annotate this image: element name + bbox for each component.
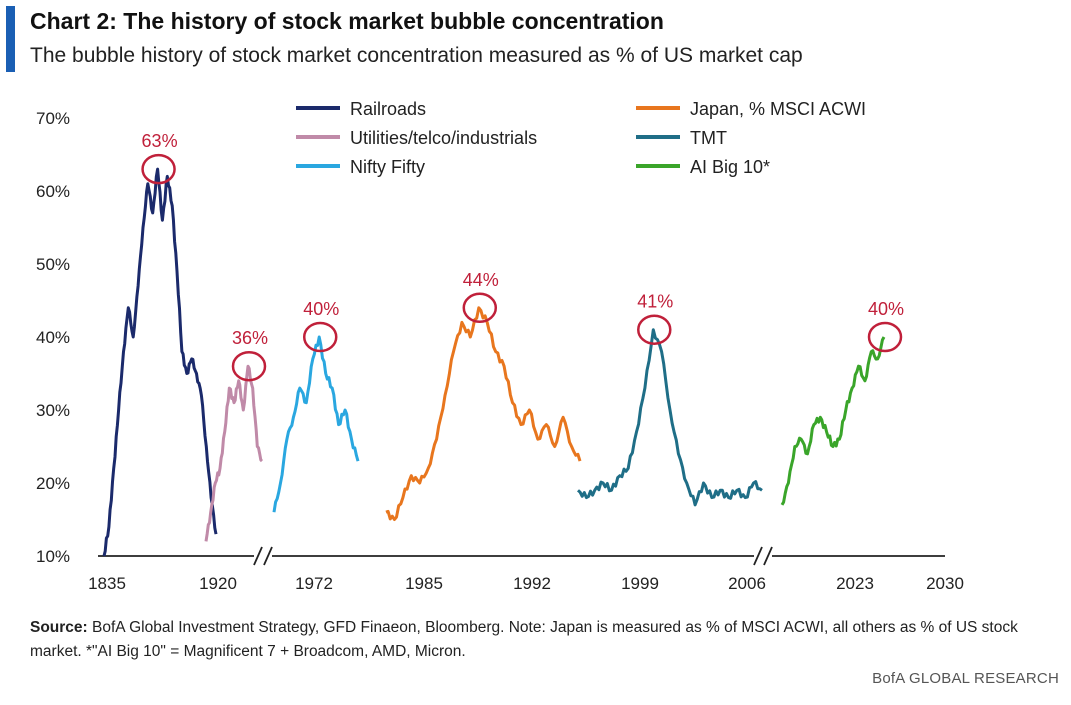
y-tick-label: 50% bbox=[36, 255, 70, 274]
x-axis-break-mark bbox=[753, 546, 763, 566]
y-tick-label: 30% bbox=[36, 401, 70, 420]
chart-subtitle: The bubble history of stock market conce… bbox=[30, 44, 803, 67]
series-line-4 bbox=[385, 306, 582, 521]
series-line-6 bbox=[780, 336, 886, 506]
peak-circle bbox=[867, 321, 903, 353]
source-note: Source: BofA Global Investment Strategy,… bbox=[30, 616, 1050, 664]
x-tick-label: 1992 bbox=[513, 574, 551, 593]
source-text: BofA Global Investment Strategy, GFD Fin… bbox=[30, 619, 1018, 660]
y-tick-label: 70% bbox=[36, 109, 70, 128]
peak-circle bbox=[637, 314, 672, 345]
series-line-2 bbox=[204, 364, 264, 542]
x-tick-label: 1985 bbox=[405, 574, 443, 593]
y-tick-label: 40% bbox=[36, 328, 70, 347]
peak-label: 36% bbox=[232, 328, 268, 348]
x-tick-label: 2030 bbox=[926, 574, 964, 593]
title-accent-bar bbox=[6, 6, 15, 72]
chart-title: Chart 2: The history of stock market bub… bbox=[30, 8, 664, 34]
bubble-concentration-chart: 10% 20% 30% 40% 50% 60% 70% 1835 1920 1972 1985 199… bbox=[36, 99, 964, 593]
brand-label: BofA GLOBAL RESEARCH bbox=[872, 670, 1059, 687]
peak-label: 41% bbox=[637, 292, 673, 312]
legend-label: AI Big 10* bbox=[690, 157, 770, 177]
series-line-5 bbox=[576, 328, 763, 507]
peak-label: 63% bbox=[142, 131, 178, 151]
peak-circle bbox=[302, 321, 338, 353]
legend-label: TMT bbox=[690, 128, 727, 148]
legend-label: Japan, % MSCI ACWI bbox=[690, 99, 866, 119]
peak-label: 44% bbox=[463, 270, 499, 290]
series-line-3 bbox=[272, 335, 360, 513]
legend-label: Nifty Fifty bbox=[350, 157, 425, 177]
x-tick-label: 2023 bbox=[836, 574, 874, 593]
legend-label: Utilities/telco/industrials bbox=[350, 128, 537, 148]
source-label: Source: bbox=[30, 619, 88, 636]
peak-circle bbox=[231, 350, 267, 382]
legend-label: Railroads bbox=[350, 99, 426, 119]
peak-label: 40% bbox=[303, 299, 339, 319]
x-tick-label: 1920 bbox=[199, 574, 237, 593]
x-tick-label: 1999 bbox=[621, 574, 659, 593]
peak-circle bbox=[141, 153, 176, 185]
x-tick-label: 2006 bbox=[728, 574, 766, 593]
x-tick-label: 1972 bbox=[295, 574, 333, 593]
peak-label: 40% bbox=[868, 299, 904, 319]
x-tick-label: 1835 bbox=[88, 574, 126, 593]
x-axis-break-mark bbox=[253, 546, 263, 566]
y-tick-label: 20% bbox=[36, 474, 70, 493]
x-axis-break-mark bbox=[763, 546, 773, 566]
y-tick-label: 60% bbox=[36, 182, 70, 201]
series-line-1 bbox=[102, 167, 218, 557]
x-axis-break-mark bbox=[263, 546, 273, 566]
peak-circle bbox=[462, 292, 498, 324]
y-tick-label: 10% bbox=[36, 547, 70, 566]
